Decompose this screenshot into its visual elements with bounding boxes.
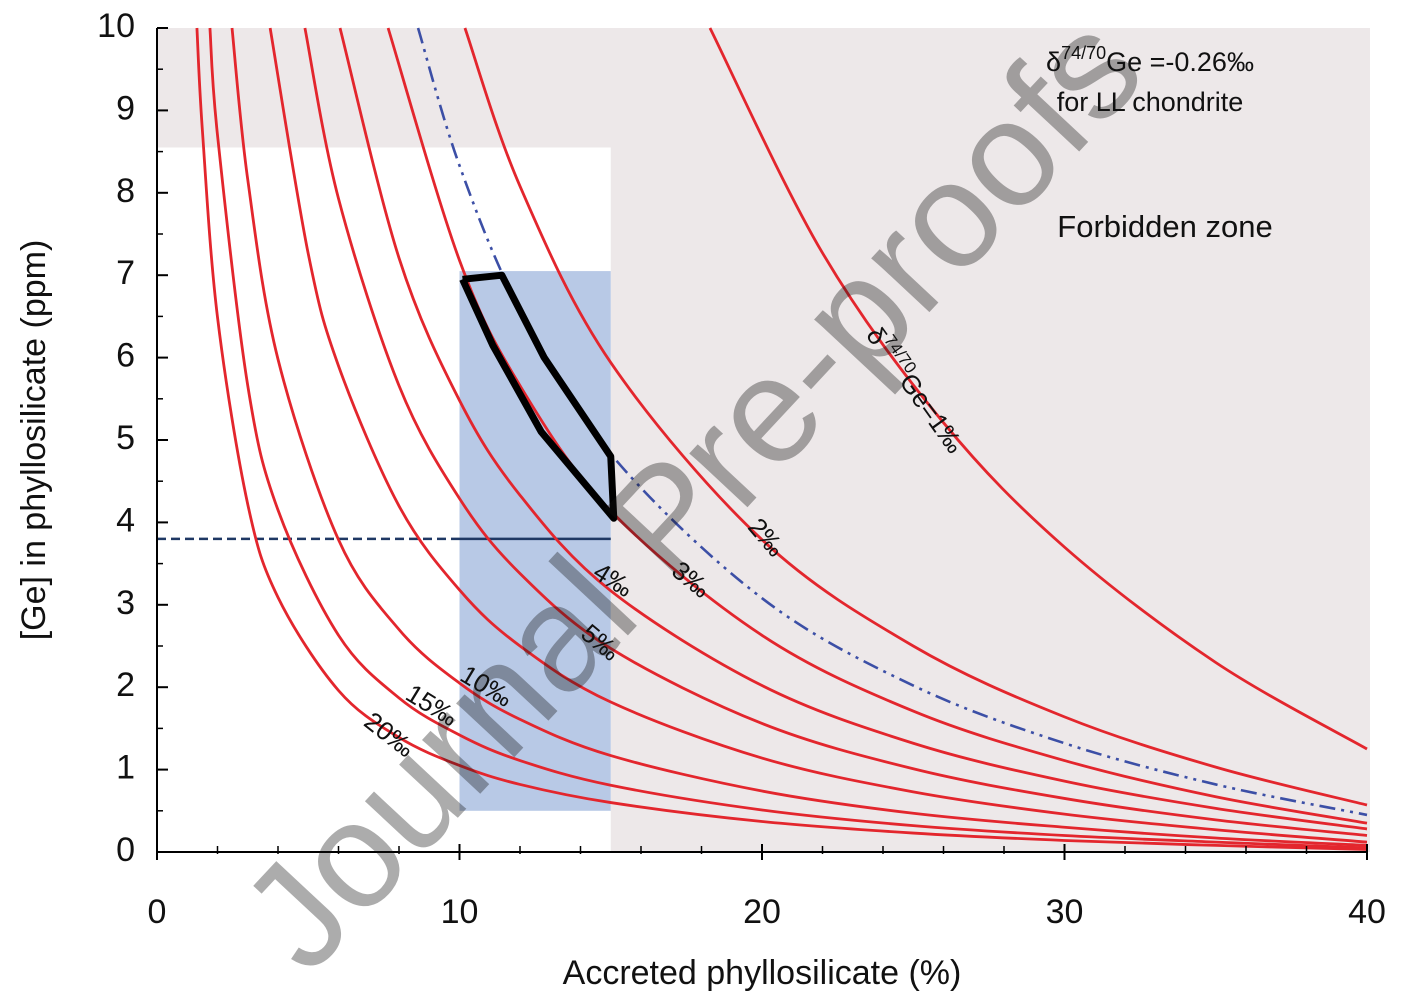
y-tick-label: 0 [116, 831, 135, 869]
x-tick-label: 30 [1046, 893, 1084, 931]
curve [338, 27, 1368, 831]
range-box [459, 271, 611, 811]
curve [708, 27, 1368, 751]
note-line: δ74/70Ge =-0.26‰ [1046, 43, 1254, 77]
zone-label: Forbidden zone [1057, 209, 1272, 244]
x-tick-label: 40 [1348, 893, 1386, 931]
y-tick-label: 8 [116, 172, 135, 210]
note-sup: 74/70 [1061, 43, 1106, 63]
y-tick-label: 1 [116, 749, 135, 787]
curve [195, 27, 1368, 851]
y-tick-label: 9 [116, 89, 135, 127]
x-tick-label: 0 [148, 893, 167, 931]
curve [463, 27, 1368, 807]
y-tick-label: 10 [97, 7, 135, 45]
y-tick-label: 7 [116, 254, 135, 292]
note-part: Ge =-0.26‰ [1106, 47, 1254, 77]
note-part: δ [1046, 47, 1061, 77]
x-tick-label: 10 [441, 893, 479, 931]
y-axis-title: [Ge] in phyllosilicate (ppm) [15, 240, 53, 641]
y-tick-label: 3 [116, 584, 135, 622]
y-tick-label: 4 [116, 501, 135, 539]
note-line: for LL chondrite [1057, 87, 1244, 117]
curve [416, 27, 1368, 817]
x-axis-title: Accreted phyllosilicate (%) [563, 954, 962, 992]
outline [459, 271, 618, 522]
y-tick-label: 5 [116, 419, 135, 457]
curve [208, 27, 1368, 850]
y-tick-label: 6 [116, 337, 135, 375]
curve [268, 27, 1368, 844]
x-tick-label: 20 [743, 893, 781, 931]
curve [303, 27, 1368, 837]
y-tick-label: 2 [116, 666, 135, 704]
curve [230, 27, 1368, 847]
